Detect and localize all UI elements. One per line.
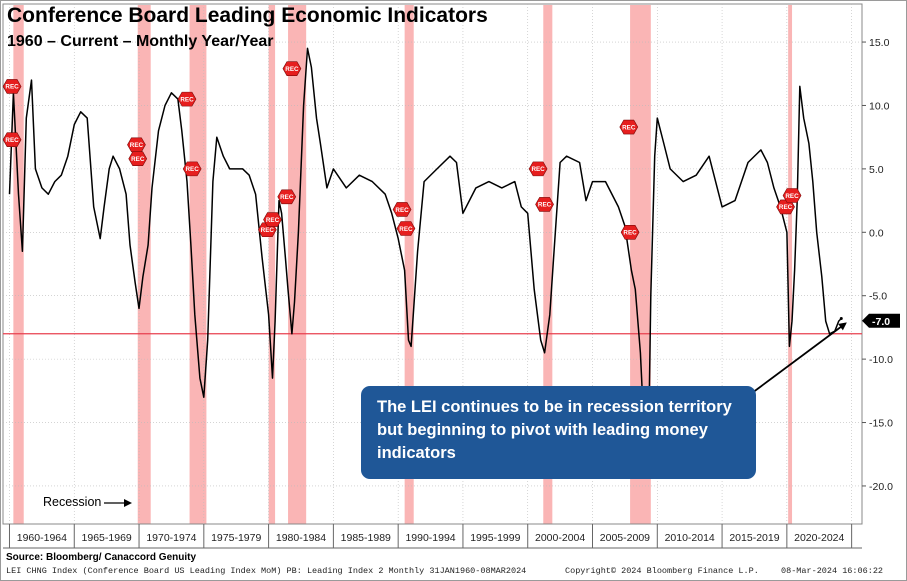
rec-marker-label: REC [186,166,200,173]
rec-marker: REC [263,212,282,227]
footer-left: LEI CHNG Index (Conference Board US Lead… [6,566,527,576]
rec-marker-shape [182,161,202,177]
x-tick-label: 2015-2019 [729,532,779,544]
plot-border [2,3,863,525]
rec-marker: REC [396,221,416,236]
rec-marker-label: REC [5,84,19,91]
last-value-tag: -7.0 [862,313,900,328]
rec-marker: REC [619,119,639,135]
rec-marker-label: REC [622,124,636,131]
rec-marker-label: REC [280,194,294,201]
rec-marker-shape [2,132,22,148]
x-tick-label: 2005-2009 [600,532,650,544]
rec-marker: REC [392,202,412,217]
x-tick-label: 2020-2024 [794,532,844,544]
rec-marker-label: REC [261,227,275,234]
rec-marker-shape [263,212,282,227]
rec-marker-label: REC [285,66,299,73]
lei-last-point [839,317,843,321]
y-tick-label: -5.0 [869,291,887,303]
rec-marker-shape [528,161,548,177]
lei-series-line [8,47,842,468]
rec-marker-shape [392,202,412,217]
rec-marker-label: REC [623,230,637,237]
rec-marker-label: REC [180,96,194,103]
callout-box: The LEI continues to be in recession ter… [361,386,756,479]
x-tick-label: 1965-1969 [82,532,132,544]
rec-marker-shape [396,221,416,236]
rec-marker-shape [619,119,639,135]
y-tick-label: 10.0 [869,100,890,112]
rec-marker: REC [2,132,22,148]
recession-band [404,5,414,524]
rec-marker-label: REC [395,207,409,214]
x-tick-label: 2000-2004 [535,532,585,544]
y-tick-label: 15.0 [869,37,890,49]
rec-marker: REC [776,199,795,215]
rec-marker-label: REC [785,193,799,200]
y-tick-label: -20.0 [869,481,893,493]
rec-marker-shape [127,137,146,153]
rec-marker: REC [127,137,146,153]
footer-center: Copyright© 2024 Bloomberg Finance L.P. [565,566,759,576]
rec-marker: REC [282,61,302,76]
rec-marker: REC [182,161,202,177]
rec-marker: REC [782,188,802,203]
x-tick-label: 2010-2014 [665,532,715,544]
callout-arrow [751,322,847,394]
rec-marker: REC [177,91,197,107]
rec-marker-label: REC [399,226,413,233]
rec-marker-shape [177,91,197,107]
rec-marker-label: REC [131,156,145,163]
rec-marker-label: REC [266,217,280,224]
recession-band [189,5,207,524]
last-value-label: -7.0 [872,316,890,328]
y-tick-label: 5.0 [869,164,884,176]
rec-marker: REC [2,79,22,94]
x-tick-label: 1980-1984 [276,532,326,544]
y-tick-label: -10.0 [869,354,893,366]
rec-marker-label: REC [538,202,552,209]
x-tick-label: 1975-1979 [211,532,261,544]
rec-marker-shape [277,189,297,205]
rec-marker-shape [535,197,554,212]
rec-marker: REC [277,189,297,205]
rec-marker-shape [128,151,148,167]
recession-band [13,5,24,524]
chart-subtitle: 1960 – Current – Monthly Year/Year [7,33,274,50]
rec-marker-label: REC [779,204,793,211]
y-tick-label: 0.0 [869,227,884,239]
recession-band [543,5,553,524]
recession-band [268,5,276,524]
rec-marker-shape [782,188,802,203]
x-tick-label: 1960-1964 [17,532,67,544]
y-tick-label: -15.0 [869,418,893,430]
rec-marker-label: REC [5,137,19,144]
rec-marker-shape [776,199,795,215]
rec-marker: REC [528,161,548,177]
footer-right: 08-Mar-2024 16:06:22 [781,566,884,576]
rec-marker-shape [620,224,640,240]
rec-marker-shape [282,61,302,76]
rec-marker: REC [128,151,148,167]
rec-marker-label: REC [531,166,545,173]
chart-title: Conference Board Leading Economic Indica… [7,4,488,27]
rec-marker: REC [535,197,554,212]
recession-band [788,5,793,524]
last-value-tag-shape [862,313,900,328]
x-tick-label: 1990-1994 [405,532,455,544]
rec-marker: REC [620,224,640,240]
recession-key-label: Recession [43,495,102,509]
x-tick-label: 1985-1989 [341,532,391,544]
source-note: Source: Bloomberg/ Canaccord Genuity [6,552,197,563]
x-tick-label: 1995-1999 [470,532,520,544]
rec-marker-label: REC [130,142,144,149]
rec-marker-shape [2,79,22,94]
x-tick-label: 1970-1974 [146,532,196,544]
